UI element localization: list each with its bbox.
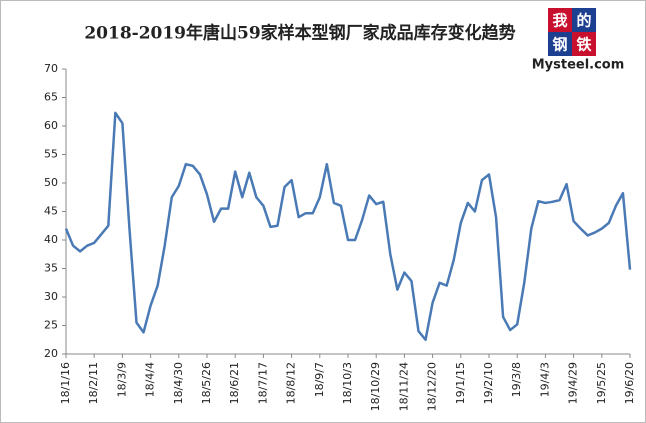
logo-box: [548, 8, 572, 32]
x-tick-label: 19/1/15: [454, 362, 467, 404]
x-tick-label: 19/5/25: [595, 362, 608, 404]
x-tick-label: 18/10/29: [369, 362, 382, 411]
y-tick-label: 60: [44, 119, 58, 132]
y-tick-label: 35: [44, 262, 58, 275]
x-tick-label: 18/9/7: [313, 362, 326, 397]
x-tick-label: 18/8/12: [285, 362, 298, 404]
y-tick-label: 20: [44, 347, 58, 360]
y-tick-label: 25: [44, 319, 58, 332]
x-tick-label: 18/3/9: [115, 362, 128, 397]
logo-site: Mysteel.com: [532, 58, 625, 73]
x-tick-label: 18/6/21: [228, 362, 241, 404]
x-tick-label: 18/2/11: [87, 362, 100, 404]
x-tick-label: 18/1/16: [59, 362, 72, 404]
y-tick-label: 65: [44, 91, 58, 104]
x-tick-label: 18/7/17: [256, 362, 269, 404]
y-tick-label: 40: [44, 233, 58, 246]
logo-char: 的: [576, 12, 591, 30]
x-tick-label: 18/4/30: [172, 362, 185, 404]
logo-char: 我: [552, 12, 567, 30]
logo-box: [572, 32, 596, 56]
logo-char: 钢: [552, 36, 567, 54]
logo: 我 的 钢 铁 Mysteel.com: [532, 8, 625, 73]
y-tick-label: 45: [44, 205, 58, 218]
y-tick-label: 55: [44, 148, 58, 161]
x-tick-label: 18/5/26: [200, 362, 213, 404]
y-tick-label: 50: [44, 176, 58, 189]
x-tick-label: 19/6/20: [623, 362, 636, 404]
x-tick-label: 19/4/3: [538, 362, 551, 397]
logo-char: 铁: [576, 36, 591, 54]
x-tick-label: 18/12/20: [426, 362, 439, 411]
x-tick-label: 18/10/3: [341, 362, 354, 404]
x-tick-label: 19/2/10: [482, 362, 495, 404]
x-tick-label: 18/4/4: [144, 362, 157, 397]
x-tick-label: 19/4/29: [567, 362, 580, 404]
y-tick-label: 30: [44, 290, 58, 303]
data-line: [64, 111, 632, 341]
chart-title: 2018-2019年唐山59家样本型钢厂家成品库存变化趋势: [84, 23, 515, 44]
x-tick-label: 18/11/24: [397, 362, 410, 411]
y-tick-label: 70: [44, 62, 58, 75]
x-tick-label: 19/3/8: [510, 362, 523, 397]
logo-box: [572, 8, 596, 32]
logo-box: [548, 32, 572, 56]
